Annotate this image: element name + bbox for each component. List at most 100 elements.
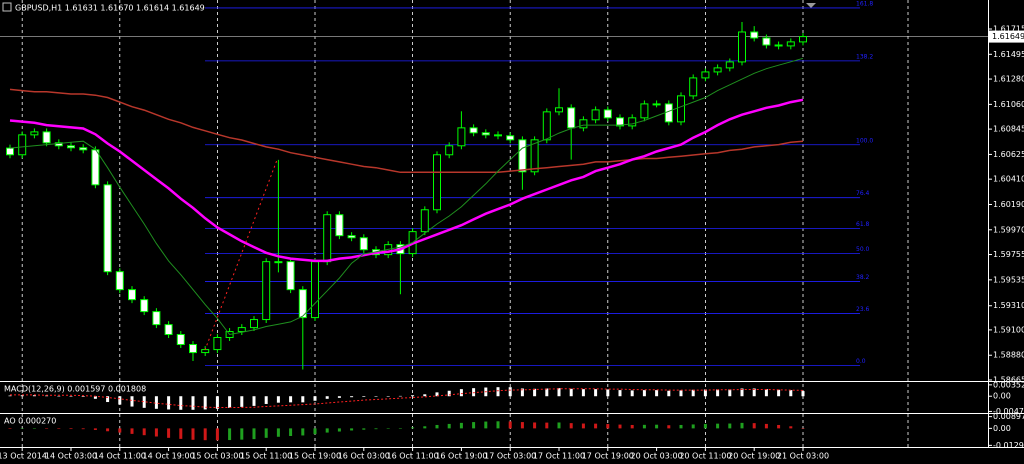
candle-body (140, 299, 149, 313)
macd-bar (289, 396, 293, 403)
macd-bar (264, 396, 268, 404)
candle-body (103, 184, 112, 273)
ao-bar (45, 428, 49, 429)
candle-body (652, 103, 661, 106)
ao-bar (154, 428, 158, 437)
macd-bar (716, 389, 720, 397)
ao-bar (520, 422, 524, 429)
candle-body (725, 61, 734, 69)
ao-bar (752, 423, 756, 429)
candle-body (628, 117, 637, 127)
macd-bar (325, 396, 329, 399)
ao-bar (350, 428, 354, 431)
macd-bar (801, 391, 805, 397)
ao-bar (362, 428, 366, 430)
ao-bar (276, 428, 280, 437)
x-tick-label: 15 Oct 19:00 (289, 452, 341, 461)
ao-bar (252, 428, 256, 440)
macd-bar (545, 388, 549, 397)
candle-body (616, 117, 624, 127)
candle-body (176, 334, 185, 346)
ao-bar (594, 423, 598, 429)
fib-label: 0.0 (856, 358, 866, 365)
x-tick-label: 14 Oct 11:00 (94, 452, 146, 461)
candle-body (128, 289, 136, 301)
ao-bar (411, 427, 415, 429)
candle-body (701, 71, 710, 79)
ao-bar (179, 428, 183, 439)
macd-bar (752, 388, 756, 397)
macd-bar (777, 389, 781, 397)
ao-bar (435, 424, 439, 429)
macd-bar (203, 396, 207, 410)
candle-body (274, 261, 283, 264)
macd-bar (8, 395, 12, 397)
candle-body (738, 31, 746, 63)
candle-body (677, 95, 685, 123)
x-tick-label: 15 Oct 11:00 (240, 452, 292, 461)
ao-bar (508, 421, 512, 429)
ao-bar (32, 428, 36, 429)
ao-bar (93, 428, 97, 430)
ao-bar (789, 426, 793, 429)
macd-bar (398, 395, 402, 397)
y-tick-label: 1.58880 (993, 351, 1024, 360)
symbol-icon[interactable] (2, 2, 12, 12)
ao-bar (240, 428, 244, 440)
y-tick-label: 1.61495 (993, 50, 1024, 59)
y-tick-label: 0.00 (993, 392, 1011, 401)
chart-shift-marker[interactable] (806, 3, 816, 8)
x-tick-label: 16 Oct 11:00 (387, 452, 439, 461)
x-tick-label: 14 Oct 19:00 (143, 452, 195, 461)
ao-bar (447, 423, 451, 429)
candle-body (237, 327, 246, 333)
macd-bar (728, 389, 732, 397)
ao-bar (545, 422, 549, 429)
candle-body (469, 127, 478, 134)
macd-bar (350, 396, 354, 398)
macd-bar (386, 396, 390, 397)
candle-body (445, 145, 454, 156)
macd-bar (191, 396, 195, 410)
candle-body (30, 131, 39, 136)
macd-bar (569, 388, 573, 397)
candle-body (518, 139, 527, 173)
y-tick-label: 1.60190 (993, 200, 1024, 209)
ao-bar (569, 423, 573, 429)
macd-bar (703, 389, 707, 397)
macd-bar (20, 395, 24, 397)
macd-bar (606, 389, 610, 397)
macd-bar (679, 390, 683, 397)
ao-bar (264, 428, 268, 438)
candle-body (579, 119, 588, 129)
macd-bar (32, 395, 36, 397)
macd-bar (533, 388, 537, 397)
macd-bar (301, 396, 305, 403)
macd-bar (764, 389, 768, 397)
ao-bar (313, 428, 317, 435)
ao-bar (716, 423, 720, 429)
candle-body (799, 36, 807, 43)
candle-body (774, 44, 783, 47)
macd-bar (69, 396, 73, 397)
macd-bar (508, 387, 512, 397)
macd-bar (411, 395, 415, 397)
candle-body (311, 261, 319, 319)
ao-bar (667, 425, 671, 429)
ao-bar (472, 422, 476, 429)
ao-bar (642, 424, 646, 429)
macd-bar (240, 396, 244, 407)
macd-bar (642, 390, 646, 397)
macd-bar (557, 388, 561, 397)
candle-body (481, 132, 490, 136)
candle-body (762, 37, 771, 46)
candle-body (250, 319, 258, 329)
x-tick-label: 16 Oct 19:00 (435, 452, 487, 461)
candle-body (91, 149, 100, 186)
y-tick-label: 0.00 (993, 424, 1011, 433)
ao-bar (496, 421, 500, 429)
y-tick-label: 1.59535 (993, 275, 1024, 284)
macd-bar (667, 390, 671, 397)
